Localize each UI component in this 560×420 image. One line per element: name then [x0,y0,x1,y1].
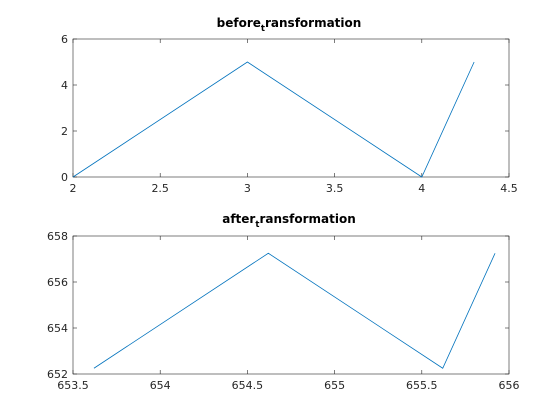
title-subscript: t [261,24,265,34]
x-tick-label: 4 [418,182,425,195]
y-tick-label: 4 [61,79,68,92]
series-line [72,61,475,178]
title-main: after [222,212,255,226]
x-tick-label: 2 [70,182,77,195]
y-tick-label: 6 [61,33,68,46]
x-tick-label: 3.5 [326,182,344,195]
x-tick-label: 4.5 [500,182,518,195]
title-rest: ransformation [265,16,361,30]
chart-title: beforetransformation [217,16,362,34]
x-tick-label: 655.5 [406,379,438,392]
x-tick-label: 656 [499,379,520,392]
plot-area [72,38,510,178]
y-tick-label: 2 [61,125,68,138]
title-subscript: t [255,220,259,230]
plot-area [72,235,510,375]
title-main: before [217,16,261,30]
y-tick-label: 656 [47,276,68,289]
chart-title: aftertransformation [222,212,356,230]
x-tick-label: 3 [244,182,251,195]
x-tick-label: 654.5 [232,379,264,392]
y-tick-label: 652 [47,368,68,381]
y-tick-label: 0 [61,171,68,184]
x-tick-label: 2.5 [151,182,169,195]
y-tick-label: 654 [47,322,68,335]
x-tick-label: 654 [150,379,171,392]
y-tick-label: 658 [47,230,68,243]
x-tick-label: 653.5 [57,379,89,392]
title-rest: ransformation [259,212,355,226]
axes-bottom: aftertransformation 653.5 654 654.5 655 655.… [47,212,520,392]
series-line [93,252,496,369]
x-tick-label: 655 [324,379,345,392]
